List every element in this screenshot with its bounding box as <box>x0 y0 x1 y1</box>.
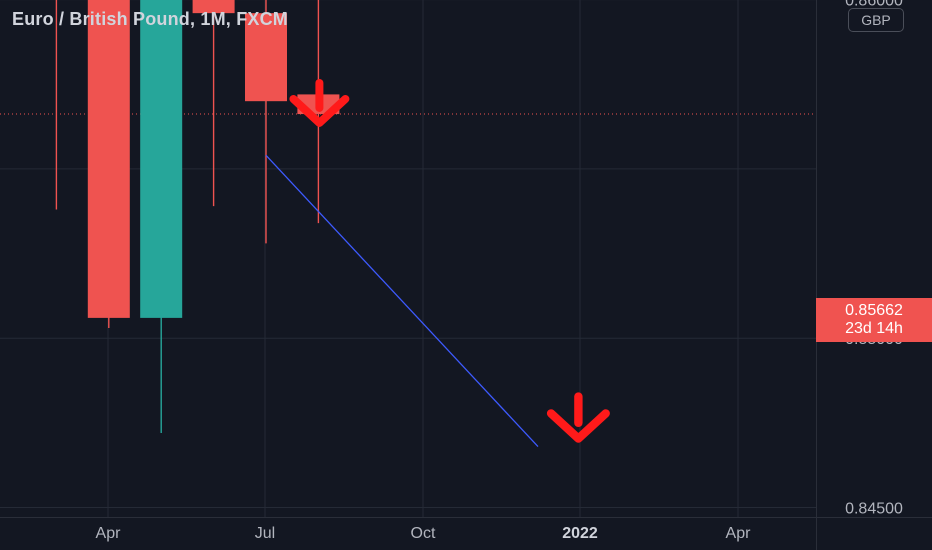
candle <box>140 0 183 434</box>
candle-body <box>192 0 235 14</box>
y-tick-label: 0.86000 <box>845 0 903 10</box>
arrow-head <box>546 409 610 443</box>
candle-body <box>245 13 287 102</box>
x-tick-label: Oct <box>411 525 436 542</box>
last-price-value: 0.85662 <box>845 302 903 319</box>
trend-line <box>265 154 539 447</box>
arrow-head <box>289 94 350 127</box>
candle <box>87 0 130 329</box>
x-tick-label: Apr <box>726 525 752 542</box>
currency-badge[interactable]: GBP <box>848 8 904 32</box>
last-price-label: 0.85662 23d 14h <box>816 298 932 342</box>
candle-countdown: 23d 14h <box>845 320 903 337</box>
drawings[interactable] <box>265 78 610 447</box>
x-tick-label: Apr <box>96 525 122 542</box>
candle-body <box>140 0 183 318</box>
candle-body <box>87 0 130 318</box>
arrow-down-icon <box>289 78 350 127</box>
candle <box>192 0 235 207</box>
x-axis-labels: Apr Jul Oct 2022 Apr <box>96 525 752 542</box>
candle <box>245 0 287 244</box>
y-tick-label: 0.84500 <box>845 501 903 518</box>
candles <box>55 0 340 434</box>
chart-title: Euro / British Pound, 1M, FXCM <box>12 9 288 29</box>
arrow-down-icon <box>546 392 610 443</box>
x-tick-label: Jul <box>255 525 275 542</box>
candle <box>55 0 58 210</box>
x-tick-label: 2022 <box>562 525 598 542</box>
